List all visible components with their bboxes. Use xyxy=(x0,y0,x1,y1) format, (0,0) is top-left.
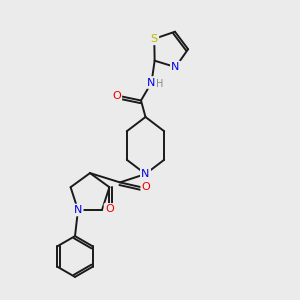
Text: O: O xyxy=(142,182,151,193)
Text: H: H xyxy=(156,79,164,89)
Text: O: O xyxy=(105,204,114,214)
Text: N: N xyxy=(147,77,156,88)
Text: O: O xyxy=(112,91,121,101)
Text: N: N xyxy=(141,169,150,179)
Text: N: N xyxy=(74,205,82,215)
Text: S: S xyxy=(151,34,158,44)
Text: N: N xyxy=(171,62,180,72)
